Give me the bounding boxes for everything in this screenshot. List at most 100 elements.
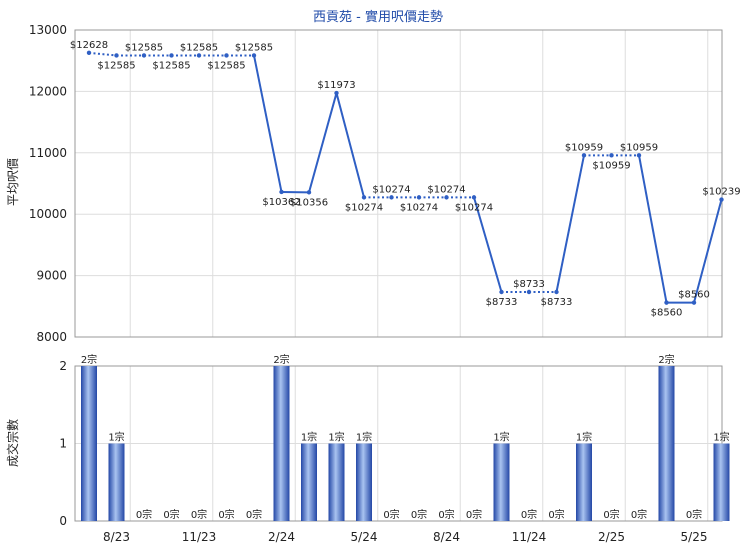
volume-grid: [74, 365, 723, 522]
volume-bar-label: 1宗: [301, 431, 317, 444]
price-line-segment-dotted: [88, 51, 117, 57]
volume-bar: [273, 366, 290, 521]
volume-bar: [81, 366, 97, 521]
volume-bar: [356, 443, 372, 521]
volume-bar-label: 0宗: [411, 508, 427, 521]
volume-y-tick-label: 0: [59, 514, 67, 528]
x-tick-label: 2/25: [598, 530, 625, 544]
volume-bar-label: 0宗: [218, 508, 234, 521]
price-y-tick-label: 13000: [29, 23, 67, 37]
price-y-tick-label: 9000: [36, 269, 67, 283]
price-data-label: $10274: [400, 202, 438, 213]
price-point: [691, 300, 697, 305]
price-data-label: $11973: [317, 80, 355, 91]
volume-bar: [493, 443, 510, 521]
x-tick-label: 5/24: [351, 530, 378, 544]
price-data-label: $10362: [262, 197, 300, 208]
price-point: [196, 53, 202, 58]
volume-bar-label: 0宗: [191, 508, 207, 521]
chart-title: 西貢苑 - 實用呎價走勢: [313, 9, 443, 25]
price-point: [581, 153, 587, 158]
volume-bar-label: 0宗: [521, 508, 537, 521]
price-point: [719, 197, 724, 202]
price-point: [224, 53, 229, 58]
volume-bar-label: 0宗: [631, 508, 647, 521]
volume-bar-label: 0宗: [163, 508, 179, 521]
price-line-segment: [693, 199, 723, 303]
volume-bar: [108, 443, 125, 521]
price-data-label: $8733: [513, 279, 545, 290]
volume-bar-label: 1宗: [328, 431, 344, 444]
volume-bar-label: 0宗: [383, 508, 399, 521]
price-point: [86, 50, 92, 56]
volume-bar: [301, 443, 317, 521]
volume-bar-label: 0宗: [246, 508, 262, 521]
price-axis-title: 平均呎價: [6, 158, 20, 206]
price-data-label: $12585: [235, 42, 273, 53]
price-line-segment: [335, 92, 365, 198]
volume-bar-label: 0宗: [686, 508, 702, 521]
volume-y-tick-label: 2: [59, 359, 67, 373]
price-point: [416, 195, 422, 200]
volume-bar: [658, 366, 675, 521]
volume-bar-label: 1宗: [493, 431, 509, 444]
volume-bar-label: 0宗: [603, 508, 619, 521]
price-points: [86, 50, 724, 305]
volume-bar-label: 1宗: [576, 431, 592, 444]
volume-bars: [81, 366, 730, 521]
price-data-label: $10274: [345, 202, 383, 213]
price-point: [114, 53, 119, 58]
price-point: [471, 195, 477, 200]
price-point: [609, 153, 614, 158]
x-tick-label: 11/23: [182, 530, 217, 544]
price-point: [306, 190, 312, 195]
price-point: [279, 189, 284, 195]
x-tick-label: 11/24: [512, 530, 547, 544]
price-data-label: $12585: [180, 42, 218, 53]
chart-labels: 8000 9000 10000 11000 12000 13000 0 1 2 8/23 11/23…: [29, 23, 740, 544]
volume-bar-label: 0宗: [466, 508, 482, 521]
price-point: [664, 300, 669, 305]
price-data-label: $10274: [455, 202, 493, 213]
volume-bar: [576, 443, 592, 521]
volume-bar-label: 0宗: [548, 508, 564, 521]
price-line-segment: [638, 155, 668, 303]
price-data-label: $8733: [541, 297, 573, 308]
price-data-label: $10239: [702, 187, 740, 198]
x-tick-label: 2/24: [268, 530, 295, 544]
price-y-tick-label: 10000: [29, 207, 67, 221]
price-data-label: $10356: [290, 197, 328, 208]
price-data-label: $10959: [620, 142, 658, 153]
x-tick-label: 8/23: [103, 530, 130, 544]
price-lines: [88, 51, 723, 304]
price-data-label: $12628: [70, 40, 108, 51]
volume-axis-title: 成交宗數: [5, 419, 20, 467]
volume-bar-label: 1宗: [356, 431, 372, 444]
price-y-tick-label: 11000: [29, 146, 67, 160]
price-plot-frame: [74, 29, 723, 338]
price-point: [444, 195, 449, 200]
price-point: [251, 53, 257, 58]
price-line-segment: [308, 92, 338, 193]
price-data-label: $12585: [152, 60, 190, 71]
volume-bar-label: 2宗: [658, 353, 674, 366]
price-data-label: $8560: [678, 290, 710, 301]
price-data-label: $8560: [651, 308, 683, 319]
volume-bar-label: 2宗: [273, 353, 289, 366]
price-data-label: $12585: [97, 60, 135, 71]
price-line-segment: [253, 55, 283, 193]
volume-bar: [713, 443, 730, 521]
price-point: [389, 195, 394, 200]
price-data-label: $8733: [486, 297, 518, 308]
price-point: [334, 90, 339, 96]
price-point: [361, 195, 367, 200]
price-data-label: $10959: [592, 160, 630, 171]
volume-bar-label: 1宗: [713, 431, 729, 444]
price-data-label: $10274: [427, 184, 465, 195]
price-data-label: $12585: [125, 42, 163, 53]
x-tick-label: 8/24: [433, 530, 460, 544]
volume-bar: [328, 443, 345, 521]
price-grid: [74, 29, 723, 338]
